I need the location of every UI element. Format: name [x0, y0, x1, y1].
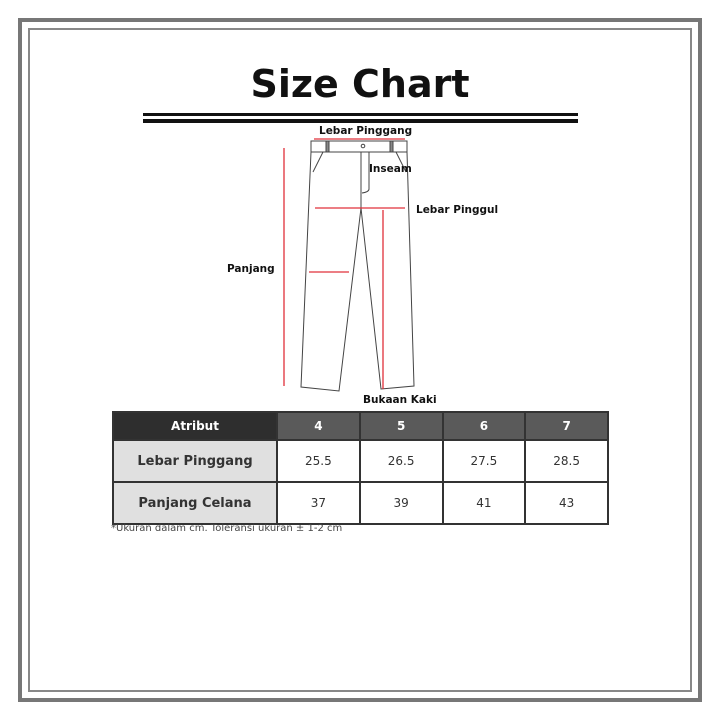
table-cell: 41 [441, 481, 527, 525]
leg-opening-label: Bukaan Kaki [363, 394, 437, 406]
measure-lines [283, 138, 405, 389]
table-cell: 25.5 [276, 439, 361, 483]
table-row: Lebar Pinggang 25.5 26.5 27.5 28.5 [112, 439, 609, 483]
header-cell: 6 [441, 411, 527, 441]
page-title: Size Chart [250, 62, 470, 106]
header-cell: Atribut [112, 411, 278, 441]
table-cell: 37 [276, 481, 361, 525]
hip-label: Lebar Pinggul [416, 204, 499, 216]
table-cell: 26.5 [358, 439, 444, 483]
table-cell: 27.5 [441, 439, 527, 483]
table-cell: 39 [358, 481, 444, 525]
outer-frame [18, 18, 702, 702]
table-row: Panjang Celana 37 39 41 43 [112, 481, 609, 525]
tolerance-note: *Ukuran dalam cm. Toleransi ukuran ± 1-2… [111, 523, 343, 534]
table-cell: 43 [524, 481, 609, 525]
inner-frame [28, 28, 692, 692]
length-label: Panjang [227, 263, 275, 275]
pants-outline [300, 140, 415, 392]
title-divider [143, 113, 578, 116]
row-label: Lebar Pinggang [112, 439, 278, 483]
row-label: Panjang Celana [112, 481, 278, 525]
header-cell: 5 [358, 411, 444, 441]
table-cell: 28.5 [524, 439, 609, 483]
header-cell: 7 [524, 411, 609, 441]
waist-label: Lebar Pinggang [319, 125, 413, 137]
table-header-row: Atribut 4 5 6 7 [112, 411, 609, 441]
title-divider-thick [143, 119, 578, 123]
size-table: Atribut 4 5 6 7 Lebar Pinggang 25.5 26.5… [112, 411, 609, 525]
header-cell: 4 [276, 411, 361, 441]
inseam-label: Inseam [369, 163, 412, 175]
